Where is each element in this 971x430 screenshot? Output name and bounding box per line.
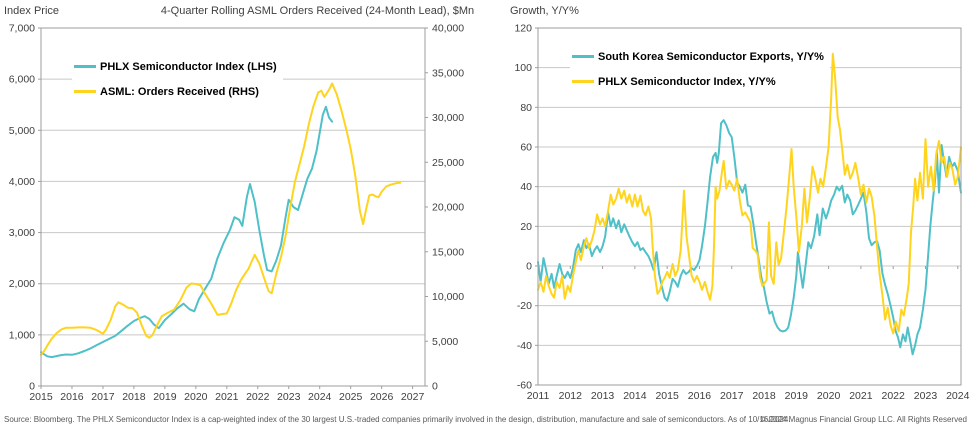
tick-label: 2026 (370, 391, 394, 403)
right-chart-plot: 2011 2012 2013 2014 2015 2016 2017 2018 2019 2020… (514, 23, 969, 403)
tick-label: 3,000 (9, 227, 35, 239)
tick-label: 0 (526, 261, 532, 273)
tick-label: 2025 (339, 391, 363, 403)
legend-label: South Korea Semiconductor Exports, Y/Y% (598, 50, 824, 63)
tick-label: 10,000 (432, 291, 464, 303)
teal-series-line (40, 105, 334, 359)
tick-label: 5,000 (9, 125, 35, 137)
tick-label: 2024 (946, 390, 970, 402)
tick-label: 80 (520, 102, 532, 114)
tick-label: 2018 (122, 391, 146, 403)
tick-label: 2023 (277, 391, 301, 403)
tick-label: 30,000 (432, 112, 464, 124)
tick-label: 2017 (91, 391, 115, 403)
legend-item: PHLX Semiconductor Index (LHS) (74, 54, 277, 79)
tick-label: 2021 (849, 390, 873, 402)
tick-label: -40 (517, 340, 532, 352)
tick-label: 40 (520, 181, 532, 193)
legend-label: ASML: Orders Received (RHS) (100, 85, 259, 98)
legend-item: South Korea Semiconductor Exports, Y/Y% (572, 44, 824, 69)
tick-label: 25,000 (432, 157, 464, 169)
plot-border (537, 27, 962, 386)
tick-label: 2013 (591, 390, 615, 402)
teal-line-swatch-icon (74, 65, 96, 68)
footer: Source: Bloomberg. The PHLX Semiconducto… (0, 410, 971, 430)
left-chart-plot: 2015 2016 2017 2018 2019 2020 2021 2022 2023 2024… (9, 23, 465, 404)
tick-label: 2020 (184, 391, 208, 403)
teal-series-line (537, 119, 962, 356)
tick-label: 2011 (527, 390, 550, 402)
legend-item: PHLX Semiconductor Index, Y/Y% (572, 69, 824, 94)
right-chart-title: Growth, Y/Y% (510, 5, 579, 17)
tick-label: 0 (29, 381, 35, 393)
left-chart-legend: PHLX Semiconductor Index (LHS) ASML: Ord… (72, 52, 283, 108)
tick-label: 2023 (914, 390, 938, 402)
tick-label: 2017 (720, 390, 744, 402)
tick-label: 20,000 (432, 202, 464, 214)
tick-label: 2,000 (9, 278, 35, 290)
tick-label: 120 (514, 23, 532, 35)
tick-label: 60 (520, 142, 532, 154)
tick-label: 2014 (623, 390, 647, 402)
yellow-line-swatch-icon (572, 80, 594, 83)
tick-label: 5,000 (432, 336, 458, 348)
tick-label: 2016 (60, 391, 84, 403)
tick-label: 2012 (559, 390, 583, 402)
left-chart-axis-title: Index Price (4, 5, 60, 17)
tick-label: 7,000 (9, 23, 35, 35)
tick-label: 4,000 (9, 176, 35, 188)
yellow-series-line (40, 82, 402, 356)
legend-item: ASML: Orders Received (RHS) (74, 79, 277, 104)
tick-label: 0 (432, 381, 438, 393)
tick-label: 100 (514, 62, 532, 74)
legend-label: PHLX Semiconductor Index (LHS) (100, 60, 277, 73)
tick-label: 2021 (215, 391, 239, 403)
tick-label: 2024 (308, 391, 332, 403)
right-chart-legend: South Korea Semiconductor Exports, Y/Y% … (570, 42, 830, 98)
tick-label: 35,000 (432, 67, 464, 79)
tick-label: 2027 (401, 391, 425, 403)
tick-label: 2016 (688, 390, 712, 402)
tick-label: 1,000 (9, 329, 35, 341)
left-chart-title: 4-Quarter Rolling ASML Orders Received (… (160, 5, 475, 17)
tick-label: -60 (517, 380, 532, 392)
legend-label: PHLX Semiconductor Index, Y/Y% (598, 75, 776, 88)
tick-label: 20 (520, 221, 532, 233)
teal-line-swatch-icon (572, 55, 594, 58)
yellow-series-line (537, 52, 962, 335)
copyright-note: © 2024 Magnus Financial Group LLC. All R… (760, 415, 967, 424)
tick-label: 2022 (882, 390, 906, 402)
tick-label: 2015 (655, 390, 679, 402)
tick-label: -20 (517, 300, 532, 312)
tick-label: 2018 (752, 390, 776, 402)
tick-label: 2015 (29, 391, 53, 403)
tick-label: 6,000 (9, 74, 35, 86)
tick-label: 2022 (246, 391, 270, 403)
source-note: Source: Bloomberg. The PHLX Semiconducto… (4, 415, 791, 424)
tick-label: 2019 (785, 390, 809, 402)
tick-label: 2019 (153, 391, 177, 403)
yellow-line-swatch-icon (74, 90, 96, 93)
tick-label: 40,000 (432, 23, 464, 35)
tick-label: 15,000 (432, 246, 464, 258)
tick-label: 2020 (817, 390, 841, 402)
